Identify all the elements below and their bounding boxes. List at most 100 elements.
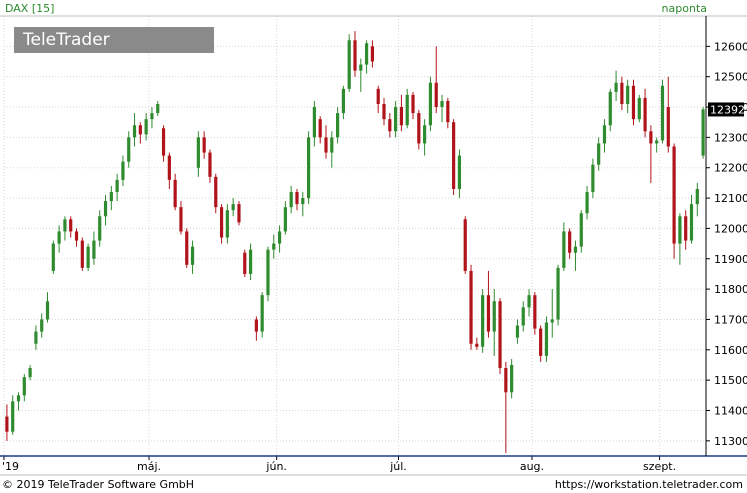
candle-body — [347, 40, 351, 89]
candle-body — [684, 216, 688, 241]
y-tick-label: 12200 — [714, 162, 747, 175]
candle-body — [121, 161, 125, 180]
candle-body — [28, 368, 32, 378]
candle-body — [132, 125, 137, 138]
candle-body — [417, 113, 421, 144]
y-tick-label: 12100 — [714, 192, 747, 205]
candle-body — [40, 319, 44, 332]
candle-body — [179, 207, 183, 232]
candle-body — [370, 46, 375, 62]
candle-body — [434, 82, 438, 108]
candle-body — [376, 88, 380, 104]
candle-body — [98, 216, 102, 241]
candle-body — [335, 113, 340, 138]
candle-body — [701, 109, 705, 156]
footer-url[interactable]: https://workstation.teletrader.com — [554, 478, 743, 491]
y-tick-label: 11500 — [714, 374, 747, 387]
candle-body — [248, 249, 253, 274]
candle-body — [562, 231, 566, 268]
candle-body — [5, 416, 9, 432]
candle-body — [573, 246, 578, 253]
candle-body — [539, 328, 543, 356]
candle-body — [86, 246, 90, 268]
candle-body — [481, 295, 485, 347]
candle-body — [660, 85, 665, 141]
y-tick-label: 11300 — [714, 435, 747, 448]
instrument-title: DAX [15] — [5, 2, 55, 15]
candle-body — [527, 295, 531, 308]
candle-body — [423, 125, 427, 144]
copyright-text: © 2019 TeleTrader Software GmbH — [2, 478, 195, 491]
x-tick-label: '19 — [2, 460, 19, 473]
candle-body — [103, 201, 108, 217]
chart-grid — [3, 16, 706, 456]
candle-body — [498, 301, 502, 368]
watermark-product: WorkStation — [23, 56, 143, 76]
candle-body — [196, 137, 200, 168]
candle-body — [51, 243, 55, 271]
candle-body — [295, 192, 299, 205]
x-tick-label: szept. — [643, 460, 676, 473]
candle-body — [45, 301, 50, 320]
candle-body — [289, 192, 293, 208]
candle-body — [254, 319, 258, 332]
candle-body — [440, 100, 444, 108]
candle-body — [399, 107, 404, 126]
candle-body — [63, 219, 67, 232]
candle-body — [666, 107, 670, 147]
y-tick-label: 12000 — [714, 222, 747, 235]
candle-body — [689, 204, 694, 241]
candle-body — [144, 119, 148, 135]
y-tick-label: 11700 — [714, 313, 747, 326]
candle-body — [156, 104, 160, 114]
candle-body — [568, 231, 572, 253]
last-price-label: 12392 — [710, 103, 745, 116]
y-tick-label: 11400 — [714, 404, 747, 417]
y-tick-label: 11800 — [714, 283, 747, 296]
candle-body — [597, 143, 601, 165]
candle-body — [411, 94, 415, 114]
candle-body — [591, 164, 595, 192]
candle-body — [237, 204, 241, 223]
last-price-marker: 12392 — [708, 102, 745, 117]
candle-body — [115, 179, 119, 192]
teletrader-watermark: TeleTrader WorkStation — [14, 27, 214, 76]
candle-body — [219, 207, 224, 238]
candle-body — [388, 119, 392, 132]
candle-body — [446, 100, 450, 123]
candle-body — [678, 216, 682, 244]
candle-body — [243, 252, 247, 274]
candle-body — [127, 137, 131, 162]
candle-body — [208, 152, 212, 177]
candle-body — [190, 246, 195, 265]
candle-body — [492, 301, 496, 332]
candle-body — [272, 243, 276, 250]
y-tick-label: 11600 — [714, 344, 747, 357]
candle-body — [231, 204, 235, 211]
candle-body — [631, 85, 636, 120]
candle-body — [510, 364, 514, 393]
period-label[interactable]: naponta — [661, 2, 707, 15]
candle-body — [301, 198, 305, 205]
candle-body — [556, 267, 560, 320]
footer: © 2019 TeleTrader Software GmbH https://… — [0, 476, 747, 493]
candle-body — [80, 240, 84, 268]
candle-body — [312, 107, 316, 138]
candle-body — [382, 104, 386, 120]
last-price-box — [708, 102, 744, 117]
candle-body — [475, 343, 479, 347]
candle-body — [173, 179, 177, 208]
candle-body — [74, 231, 79, 241]
candle-body — [16, 395, 21, 402]
candle-body — [185, 231, 189, 265]
candle-body — [260, 295, 264, 332]
candle-body — [469, 270, 473, 344]
y-tick-label: 11900 — [714, 253, 747, 266]
candle-body — [324, 137, 328, 153]
candle-body — [283, 207, 287, 232]
y-tick-label: 12300 — [714, 131, 747, 144]
candle-body — [34, 331, 38, 344]
candle-body — [225, 210, 229, 238]
